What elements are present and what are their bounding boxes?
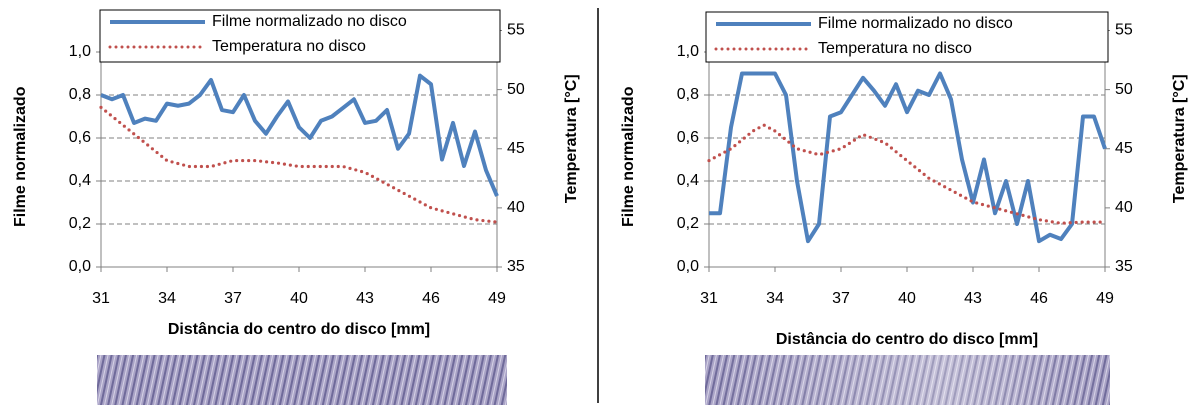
y2-tick-label: 50 xyxy=(1115,81,1133,98)
y2-tick-label: 45 xyxy=(1115,140,1133,157)
x-tick-label: 49 xyxy=(1096,290,1114,307)
y2-tick-label: 35 xyxy=(507,258,525,275)
x-tick-label: 40 xyxy=(898,290,916,307)
y2-tick-label: 55 xyxy=(507,22,525,39)
x-tick-label: 46 xyxy=(1030,290,1048,307)
y-tick-label: 0,8 xyxy=(69,86,91,103)
y-tick-label: 1,0 xyxy=(69,43,91,60)
legend-label: Filme normalizado no disco xyxy=(212,13,407,30)
legend-box xyxy=(705,11,1109,63)
y-tick-label: 0,4 xyxy=(677,172,699,189)
data-line xyxy=(100,73,499,197)
x-tick-label: 34 xyxy=(158,290,176,307)
data-line xyxy=(99,105,499,224)
y-axis-title: Filme normalizado xyxy=(12,86,29,227)
surface-photo xyxy=(97,355,507,405)
x-tick-label: 31 xyxy=(92,290,110,307)
legend-label: Temperatura no disco xyxy=(818,40,972,57)
x-tick-label: 34 xyxy=(766,290,784,307)
x-tick-label: 43 xyxy=(964,290,982,307)
y-tick-label: 0,8 xyxy=(677,86,699,103)
y-tick-label: 1,0 xyxy=(677,43,699,60)
y-tick-label: 0,6 xyxy=(677,129,699,146)
x-tick-label: 46 xyxy=(422,290,440,307)
x-axis-title: Distância do centro do disco [mm] xyxy=(776,331,1038,348)
y2-tick-label: 45 xyxy=(507,140,525,157)
x-tick-label: 40 xyxy=(290,290,308,307)
legend-box xyxy=(99,9,501,63)
photo-highlight xyxy=(705,355,1110,405)
x-tick-label: 37 xyxy=(832,290,850,307)
x-tick-label: 37 xyxy=(224,290,242,307)
data-line xyxy=(707,123,1107,225)
y-tick-label: 0,0 xyxy=(69,258,91,275)
y2-tick-label: 50 xyxy=(507,81,525,98)
legend-label: Filme normalizado no disco xyxy=(818,15,1013,32)
y2-tick-label: 35 xyxy=(1115,258,1133,275)
y-tick-label: 0,0 xyxy=(677,258,699,275)
x-tick-label: 31 xyxy=(700,290,718,307)
data-line xyxy=(709,71,1107,244)
x-axis-title: Distância do centro do disco [mm] xyxy=(168,321,430,338)
y-tick-label: 0,4 xyxy=(69,172,91,189)
y-tick-label: 0,2 xyxy=(677,215,699,232)
y2-tick-label: 40 xyxy=(1115,199,1133,216)
legend-label: Temperatura no disco xyxy=(212,38,366,55)
x-tick-label: 43 xyxy=(356,290,374,307)
y-tick-label: 0,6 xyxy=(69,129,91,146)
y2-tick-label: 40 xyxy=(507,199,525,216)
y2-axis-title: Temperatura [°C] xyxy=(1171,74,1188,203)
x-tick-label: 49 xyxy=(488,290,506,307)
y2-tick-label: 55 xyxy=(1115,22,1133,39)
y-tick-label: 0,2 xyxy=(69,215,91,232)
y-axis-title: Filme normalizado xyxy=(620,86,637,227)
y2-axis-title: Temperatura [°C] xyxy=(563,74,580,203)
